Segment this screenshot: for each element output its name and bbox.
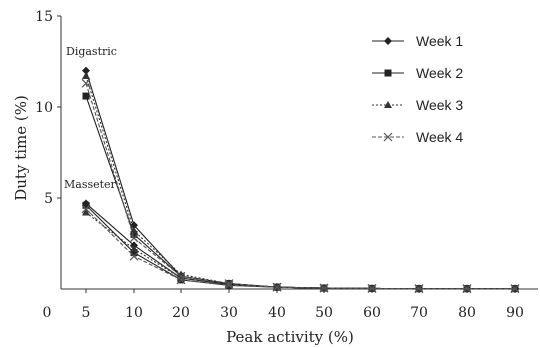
x-axis-title: Peak activity (%) — [226, 328, 354, 346]
x-tick-label: 5 — [82, 305, 91, 321]
data-point-cross — [510, 284, 520, 294]
data-point-cross — [319, 283, 329, 293]
data-point-cross — [129, 233, 139, 243]
y-axis-ticks: 5 10 15 — [35, 9, 61, 207]
data-point-cross — [367, 284, 377, 293]
y-axis-title: Duty time (%) — [12, 95, 30, 201]
data-point-cross — [462, 284, 472, 294]
y-tick-label: 10 — [35, 100, 53, 116]
series-line-week-4-digastric — [85, 83, 515, 290]
data-point-cross — [414, 284, 424, 294]
x-tick-label: 10 — [125, 305, 143, 321]
series-line-week-2-digastric — [85, 95, 515, 290]
x-tick-label: 40 — [268, 305, 286, 321]
x-tick-label: 80 — [458, 305, 476, 321]
data-point-square — [82, 92, 90, 100]
data-point-square — [384, 69, 392, 77]
data-point-cross — [383, 132, 393, 142]
data-point-cross — [81, 204, 91, 214]
data-point-cross — [224, 279, 234, 288]
data-point-cross — [272, 282, 282, 292]
x-tick-label: 0 — [43, 305, 52, 321]
data-point-square — [82, 201, 90, 209]
x-axis-ticks: 0 5 10 20 30 40 50 60 70 80 90 — [43, 289, 524, 321]
data-point-square — [130, 249, 138, 257]
legend: Week 1 Week 2 Week 3 Week 4 — [372, 33, 463, 145]
x-tick-label: 70 — [410, 305, 428, 321]
data-point-triangle — [82, 72, 90, 80]
data-point-diamond — [82, 66, 90, 75]
data-point-diamond — [384, 37, 392, 45]
data-point-cross — [224, 280, 234, 290]
data-point-square — [130, 230, 138, 238]
annotation-digastric: Digastric — [66, 45, 117, 58]
series-layer — [81, 66, 520, 294]
legend-label: Week 1 — [416, 33, 463, 49]
y-tick-label: 5 — [44, 191, 53, 207]
data-point-triangle — [384, 101, 392, 108]
annotation-masseter: Masseter — [64, 178, 117, 191]
legend-label: Week 4 — [416, 129, 463, 145]
y-tick-label: 15 — [35, 9, 53, 25]
data-point-triangle — [130, 244, 138, 252]
data-point-triangle — [82, 208, 90, 216]
x-tick-label: 30 — [220, 305, 238, 321]
data-point-cross — [81, 78, 91, 88]
data-point-triangle — [130, 226, 138, 234]
series-line-week-4-masseter — [85, 208, 515, 290]
x-tick-label: 90 — [506, 305, 524, 321]
legend-label: Week 2 — [416, 65, 463, 81]
series-line-week-3-digastric — [85, 75, 515, 290]
series-line-week-2-masseter — [85, 204, 515, 290]
data-point-cross — [176, 275, 186, 285]
x-tick-label: 50 — [315, 305, 333, 321]
data-point-triangle — [177, 270, 185, 278]
data-point-cross — [129, 251, 139, 261]
x-tick-label: 20 — [172, 305, 190, 321]
x-tick-label: 60 — [363, 305, 381, 321]
legend-label: Week 3 — [416, 97, 463, 113]
series-line-week-3-masseter — [85, 212, 515, 290]
